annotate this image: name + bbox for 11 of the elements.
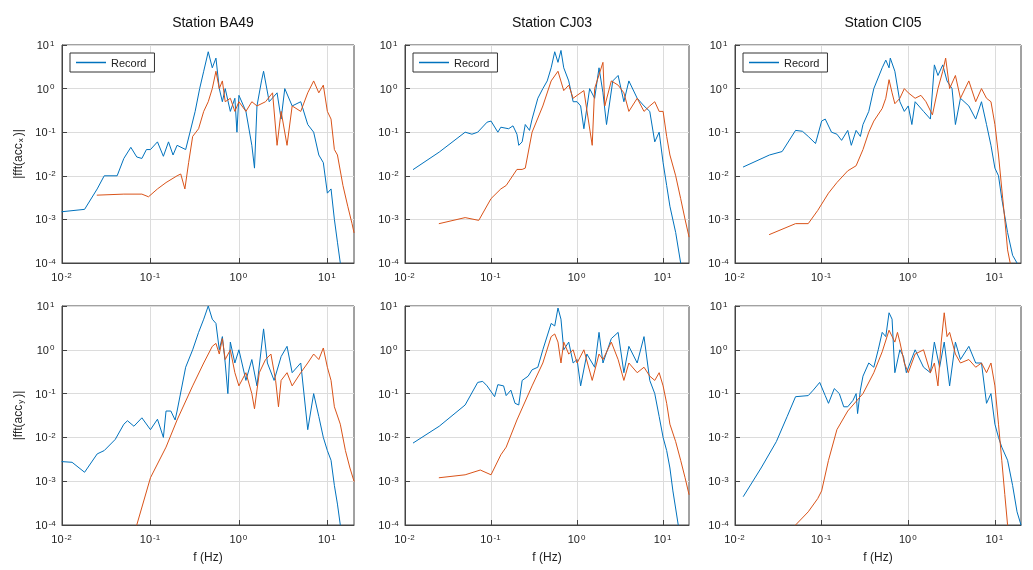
y-axis-title: |fft(accy)| [11, 390, 26, 441]
chart-title: Station CI05 [844, 14, 922, 30]
chart-title: Station BA49 [172, 14, 255, 30]
legend-label: Record [111, 56, 147, 69]
chart-title: Station CJ03 [511, 14, 593, 30]
y-axis-title: |fft(accx)| [11, 129, 26, 179]
x-axis-title: f (Hz) [863, 550, 893, 564]
x-axis-title: f (Hz) [193, 550, 223, 564]
legend-label: Record [454, 56, 490, 69]
legend-label: Record [784, 56, 820, 69]
x-axis-title: f (Hz) [532, 550, 562, 564]
